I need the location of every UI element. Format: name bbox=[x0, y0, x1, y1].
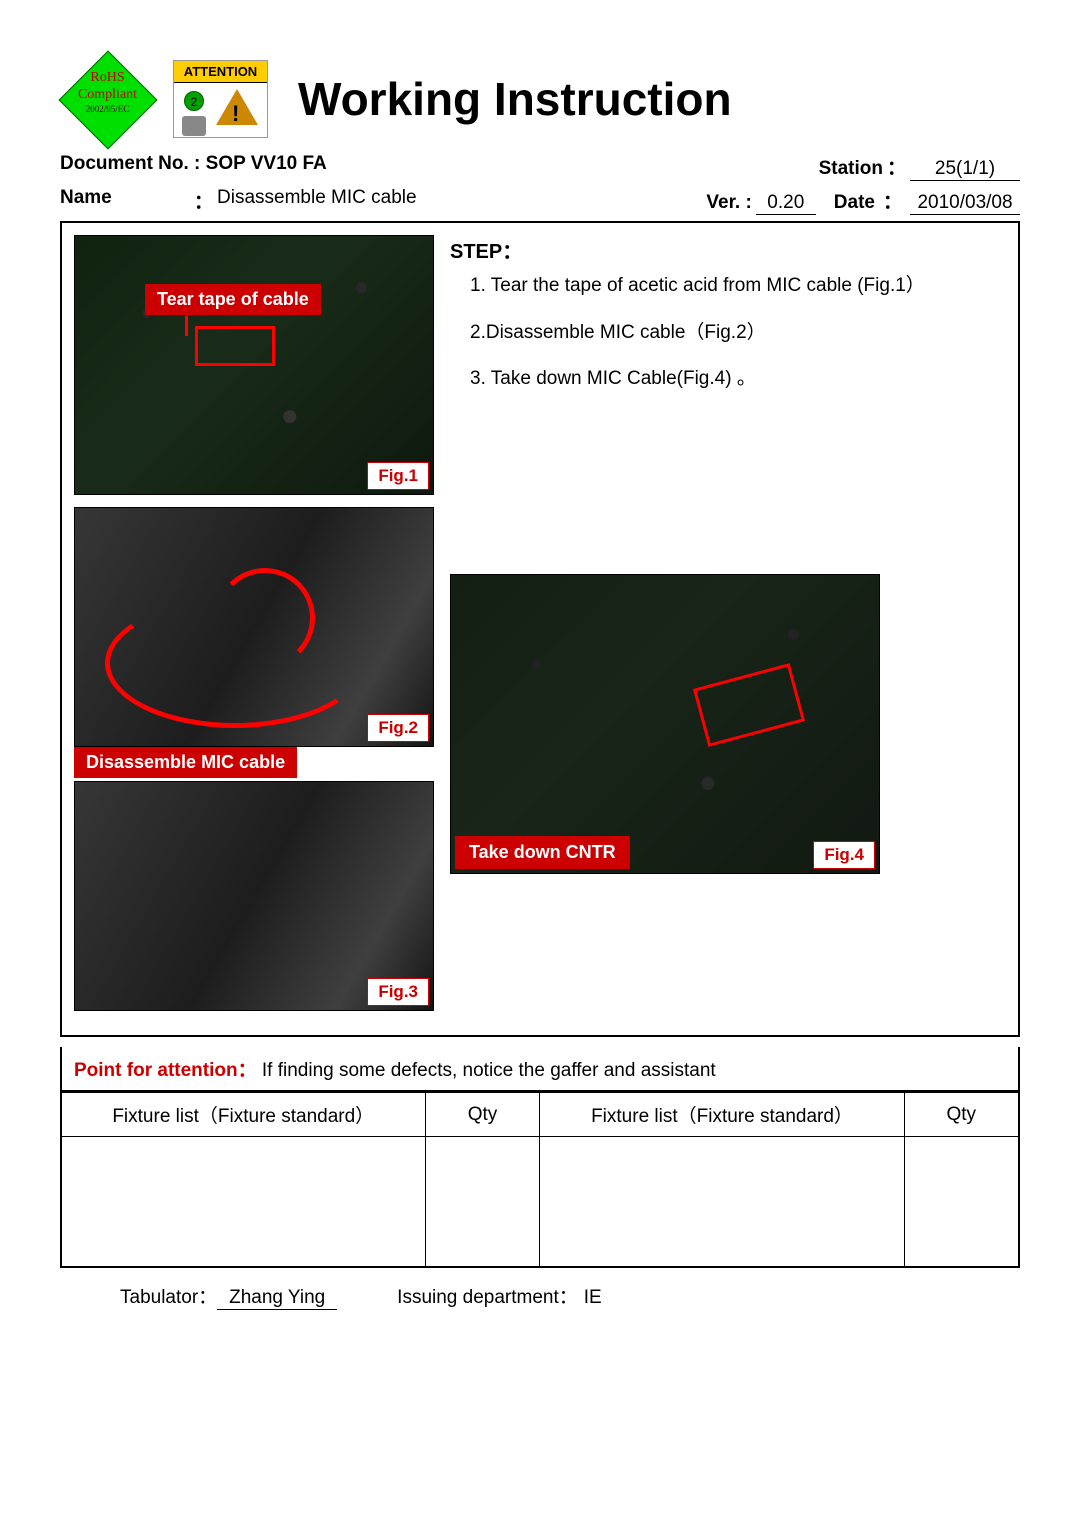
fig3-tag: Fig.3 bbox=[367, 978, 429, 1006]
attention-text: If finding some defects, notice the gaff… bbox=[262, 1060, 716, 1081]
dept-label: Issuing department： bbox=[397, 1282, 578, 1309]
fixture-col4: Qty bbox=[904, 1093, 1019, 1137]
figure-4: Take down CNTR Fig.4 bbox=[450, 574, 880, 874]
exclamation-icon: ! bbox=[232, 101, 239, 127]
person-icon bbox=[182, 116, 206, 136]
name-value: Disassemble MIC cable bbox=[217, 187, 417, 215]
fig4-label: Take down CNTR bbox=[455, 836, 630, 869]
fig1-tag: Fig.1 bbox=[367, 462, 429, 490]
station-label: Station bbox=[819, 158, 883, 180]
table-row bbox=[61, 1137, 1019, 1267]
tabulator-value: Zhang Ying bbox=[217, 1287, 337, 1310]
attention-row: Point for attention： If finding some def… bbox=[60, 1047, 1020, 1092]
attention-banner: ATTENTION bbox=[174, 61, 267, 83]
fixture-table: Fixture list（Fixture standard） Qty Fixtu… bbox=[60, 1092, 1020, 1268]
date-label: Date bbox=[834, 192, 875, 214]
doc-no: Document No. : SOP VV10 FA bbox=[60, 153, 327, 174]
fig1-label: Tear tape of cable bbox=[145, 284, 321, 315]
attention-number: 2 bbox=[184, 91, 204, 111]
rohs-line1: RoHS bbox=[60, 70, 155, 87]
page-title: Working Instruction bbox=[298, 72, 732, 126]
attention-badge: ATTENTION 2 ! bbox=[173, 60, 268, 138]
fig3-label: Disassemble MIC cable bbox=[74, 747, 297, 778]
tabulator-label: Tabulator： bbox=[120, 1282, 217, 1309]
header: RoHS Compliant 2002/95/EC ATTENTION 2 ! … bbox=[60, 60, 1020, 138]
fixture-col3: Fixture list（Fixture standard） bbox=[540, 1093, 904, 1137]
date-value: 2010/03/08 bbox=[910, 192, 1020, 215]
rohs-line2: Compliant bbox=[60, 87, 155, 104]
attention-label: Point for attention： bbox=[74, 1060, 257, 1081]
figures-column: Tear tape of cable Fig.1 Fig.2 Disassemb… bbox=[74, 235, 434, 1023]
step-3: 3. Take down MIC Cable(Fig.4) 。 bbox=[470, 365, 1006, 394]
step-1: 1. Tear the tape of acetic acid from MIC… bbox=[470, 272, 1006, 301]
rohs-badge: RoHS Compliant 2002/95/EC bbox=[60, 60, 155, 138]
figure-3: Fig.3 bbox=[74, 781, 434, 1011]
meta-block: Document No. : SOP VV10 FA Station ： 25(… bbox=[60, 153, 1020, 215]
rohs-line3: 2002/95/EC bbox=[60, 104, 155, 115]
content-box: Tear tape of cable Fig.1 Fig.2 Disassemb… bbox=[60, 221, 1020, 1037]
step-title: STEP： bbox=[450, 235, 1006, 264]
ver-label: Ver. : bbox=[706, 192, 751, 214]
dept-value: IE bbox=[584, 1287, 602, 1309]
table-header-row: Fixture list（Fixture standard） Qty Fixtu… bbox=[61, 1093, 1019, 1137]
ver-value: 0.20 bbox=[756, 192, 816, 215]
figure-1: Tear tape of cable Fig.1 bbox=[74, 235, 434, 495]
footer: Tabulator： Zhang Ying Issuing department… bbox=[60, 1282, 1020, 1310]
figure-2: Fig.2 bbox=[74, 507, 434, 747]
station-value: 25(1/1) bbox=[910, 158, 1020, 181]
name-label: Name bbox=[60, 187, 190, 215]
fig4-tag: Fig.4 bbox=[813, 841, 875, 869]
fig2-tag: Fig.2 bbox=[367, 714, 429, 742]
fixture-col2: Qty bbox=[425, 1093, 540, 1137]
fixture-col1: Fixture list（Fixture standard） bbox=[61, 1093, 425, 1137]
step-2: 2.Disassemble MIC cable（Fig.2） bbox=[470, 319, 1006, 348]
steps-column: STEP： 1. Tear the tape of acetic acid fr… bbox=[450, 235, 1006, 1023]
